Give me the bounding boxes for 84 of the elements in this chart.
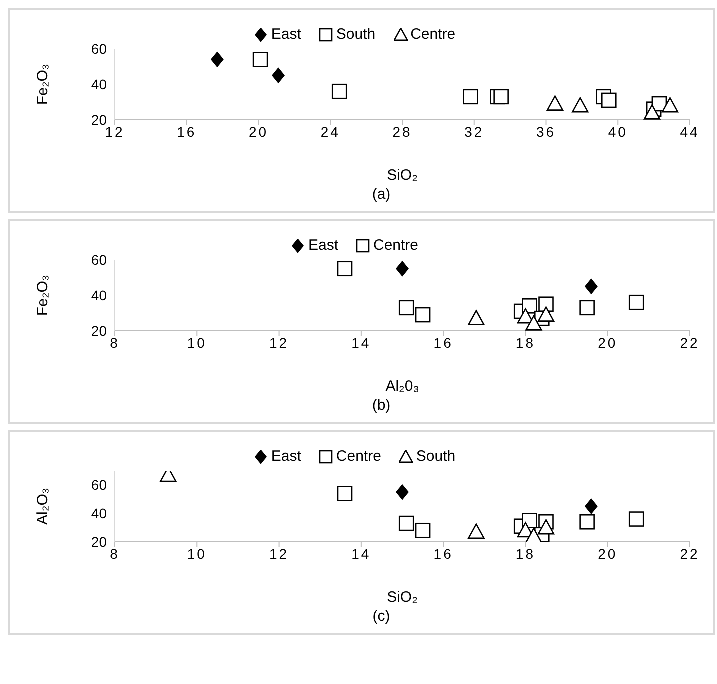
x-axis-title: SiO₂ xyxy=(387,589,418,606)
point xyxy=(580,514,595,530)
y-axis-title: Fe₂O₃ xyxy=(34,64,52,106)
y-tick-label: 40 xyxy=(91,287,108,304)
y-tick-label: 60 xyxy=(91,477,108,494)
point xyxy=(396,261,409,277)
x-tick-label: 24 xyxy=(320,124,340,140)
point xyxy=(463,89,478,105)
point xyxy=(601,92,617,108)
legend-label: South xyxy=(335,26,376,43)
x-tick-label: 20 xyxy=(598,334,618,351)
point xyxy=(585,278,598,294)
point xyxy=(337,261,353,277)
legend-label: Centre xyxy=(372,237,419,254)
point xyxy=(662,97,679,113)
legend-label: East xyxy=(270,448,302,465)
x-tick-label: 14 xyxy=(352,334,372,351)
point xyxy=(628,512,644,527)
legend-label: Centre xyxy=(335,448,382,465)
text: (c) xyxy=(372,608,392,625)
x-tick-label: 32 xyxy=(464,124,484,140)
x-axis-title: Al₂0₃ xyxy=(386,378,420,395)
point xyxy=(332,84,348,100)
point xyxy=(644,104,661,120)
legend-label: East xyxy=(270,26,302,43)
x-tick-label: 8 xyxy=(110,334,120,351)
legend-label: East xyxy=(307,237,338,254)
y-tick-label: 40 xyxy=(91,506,108,522)
point xyxy=(538,519,555,535)
text: (a) xyxy=(371,186,392,203)
text: (b) xyxy=(371,397,392,414)
x-tick-label: 22 xyxy=(680,334,700,351)
point xyxy=(415,522,431,538)
point xyxy=(546,96,564,111)
point xyxy=(494,89,509,105)
point xyxy=(398,300,414,316)
y-tick-label: 60 xyxy=(91,252,108,268)
legend-label: Centre xyxy=(410,26,456,43)
point xyxy=(522,513,538,528)
point xyxy=(211,52,224,68)
x-tick-label: 36 xyxy=(536,124,556,140)
x-tick-label: 12 xyxy=(269,546,290,562)
point xyxy=(252,52,268,68)
x-tick-label: 18 xyxy=(516,334,536,351)
point xyxy=(526,528,542,542)
x-tick-label: 10 xyxy=(187,546,207,562)
point xyxy=(585,498,598,514)
y-tick-label: 20 xyxy=(91,322,108,339)
point xyxy=(572,97,589,113)
x-tick-label: 16 xyxy=(434,546,454,562)
point xyxy=(468,524,485,540)
x-tick-label: 20 xyxy=(598,546,618,562)
x-tick-label: 10 xyxy=(187,334,207,351)
x-tick-label: 12 xyxy=(269,334,290,351)
x-tick-label: 16 xyxy=(434,334,454,351)
x-tick-label: 28 xyxy=(392,124,412,140)
point xyxy=(538,306,555,322)
x-tick-label: 18 xyxy=(516,546,536,562)
point xyxy=(628,294,644,310)
point xyxy=(468,310,485,326)
y-tick-label: 40 xyxy=(91,76,108,92)
x-axis-title: SiO₂ xyxy=(387,167,418,184)
point xyxy=(415,307,431,323)
point xyxy=(396,484,409,500)
point xyxy=(337,486,353,502)
point xyxy=(526,316,542,331)
x-tick-label: 40 xyxy=(608,124,628,140)
x-tick-label: 44 xyxy=(680,124,700,140)
y-axis-title: Al₂O₃ xyxy=(34,488,52,525)
y-tick-label: 20 xyxy=(91,534,108,550)
x-tick-label: 20 xyxy=(248,124,269,140)
x-tick-label: 16 xyxy=(177,124,197,140)
x-tick-label: 8 xyxy=(110,546,120,562)
point xyxy=(538,296,554,312)
point xyxy=(398,516,414,532)
y-axis-title: Fe₂O₃ xyxy=(34,274,52,316)
x-tick-label: 22 xyxy=(680,546,700,562)
point xyxy=(272,68,285,84)
x-tick-label: 14 xyxy=(352,546,372,562)
point xyxy=(580,300,595,316)
y-tick-label: 20 xyxy=(91,112,108,128)
y-tick-label: 60 xyxy=(91,40,108,57)
x-tick-label: 12 xyxy=(105,124,125,140)
legend-label: South xyxy=(415,448,456,465)
